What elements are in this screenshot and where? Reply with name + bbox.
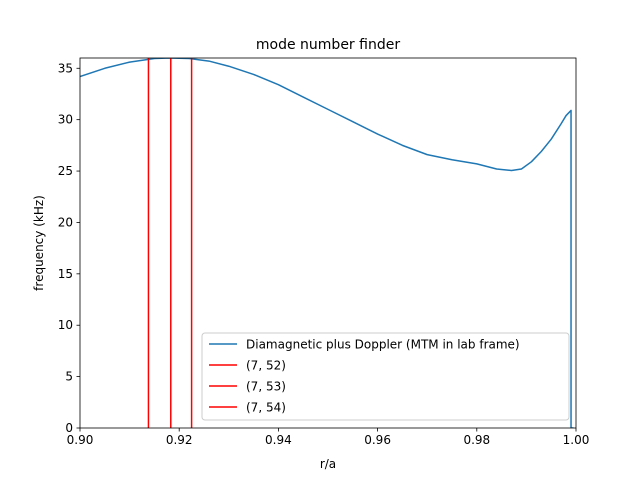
y-tick-label: 15: [58, 267, 73, 281]
legend-box: [201, 332, 570, 421]
x-tick-label: 0.98: [463, 433, 490, 447]
y-axis-label: frequency (kHz): [32, 195, 46, 291]
y-tick-label: 0: [65, 421, 73, 435]
x-tick-label: 0.90: [67, 433, 94, 447]
x-axis-ticks: 0.90 0.92 0.94 0.96 0.98 1.00: [67, 428, 590, 447]
x-tick-label: 0.94: [265, 433, 292, 447]
axes-frame: [79, 57, 577, 429]
y-tick-label: 25: [58, 164, 73, 178]
x-axis-label: r/a: [320, 457, 336, 471]
plot-area: [79, 57, 577, 429]
y-tick-label: 10: [58, 318, 73, 332]
y-tick-label: 35: [58, 61, 73, 75]
legend-entry: (7, 53): [246, 380, 286, 394]
legend: Diamagnetic plus Doppler (MTM in lab fra…: [201, 332, 570, 421]
y-tick-label: 5: [65, 370, 73, 384]
x-tick-label: 0.92: [166, 433, 193, 447]
legend-entry: Diamagnetic plus Doppler (MTM in lab fra…: [246, 338, 520, 352]
x-tick-label: 0.96: [364, 433, 391, 447]
x-tick-label: 1.00: [563, 433, 590, 447]
legend-entry: (7, 54): [246, 401, 286, 415]
y-tick-label: 20: [58, 215, 73, 229]
y-tick-label: 30: [58, 113, 73, 127]
y-axis-ticks: 0 5 10 15 20 25 30 35: [58, 61, 80, 435]
chart-title: mode number finder: [256, 37, 400, 53]
legend-entry: (7, 52): [246, 359, 286, 373]
